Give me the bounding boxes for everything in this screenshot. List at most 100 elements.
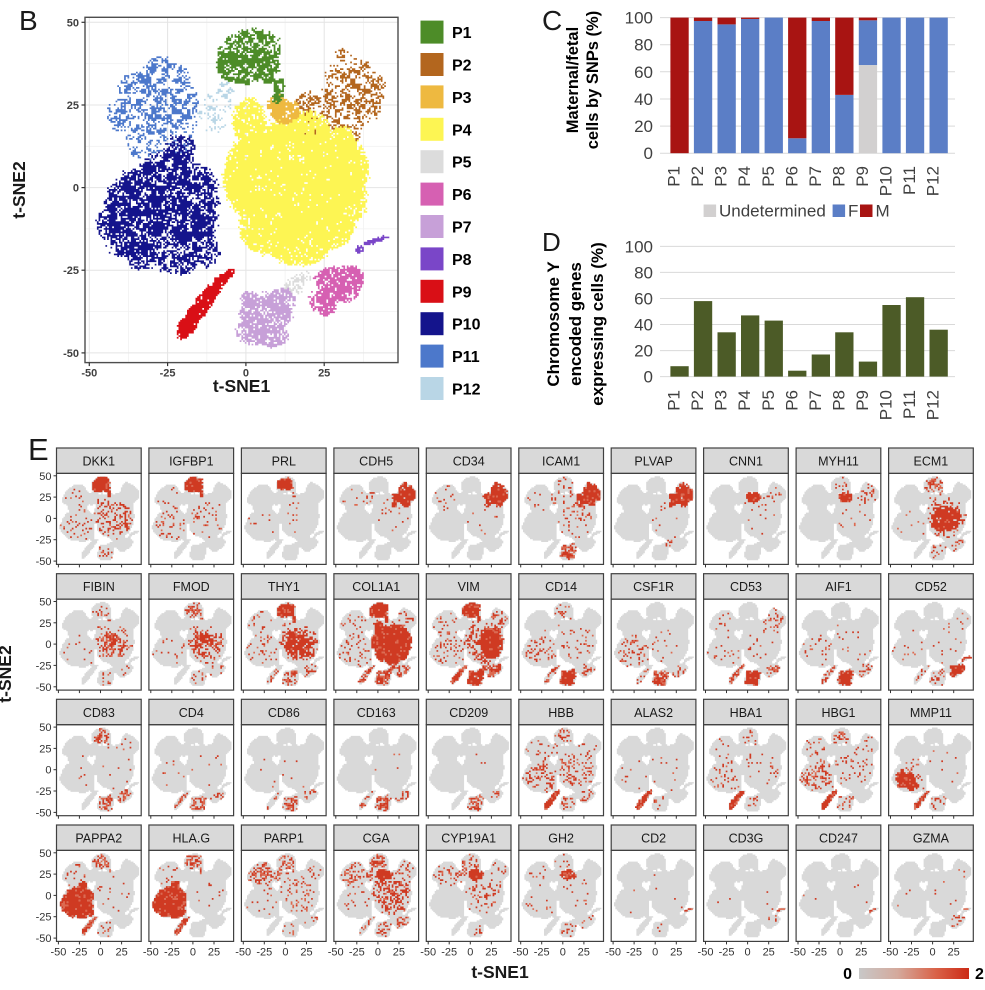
svg-text:P11: P11 bbox=[900, 390, 919, 419]
svg-text:25: 25 bbox=[318, 368, 330, 380]
svg-text:50: 50 bbox=[67, 17, 79, 29]
svg-text:0: 0 bbox=[843, 966, 852, 983]
svg-text:-25: -25 bbox=[349, 946, 365, 958]
svg-text:25: 25 bbox=[578, 946, 590, 958]
svg-text:CD163: CD163 bbox=[357, 706, 396, 720]
svg-text:25: 25 bbox=[485, 946, 497, 958]
svg-text:encoded genes: encoded genes bbox=[566, 262, 585, 386]
svg-text:20: 20 bbox=[634, 117, 653, 136]
svg-text:25: 25 bbox=[115, 946, 127, 958]
svg-text:0: 0 bbox=[45, 513, 51, 525]
svg-text:25: 25 bbox=[947, 946, 959, 958]
svg-text:-50: -50 bbox=[513, 946, 529, 958]
svg-text:0: 0 bbox=[45, 639, 51, 651]
svg-text:Chromosome Y: Chromosome Y bbox=[544, 261, 563, 387]
svg-text:-50: -50 bbox=[36, 807, 52, 819]
svg-text:P11: P11 bbox=[900, 166, 919, 195]
svg-text:80: 80 bbox=[634, 263, 653, 282]
svg-text:P10: P10 bbox=[877, 166, 896, 196]
svg-text:-25: -25 bbox=[164, 946, 180, 958]
svg-text:D: D bbox=[542, 227, 561, 257]
svg-text:CDH5: CDH5 bbox=[359, 455, 393, 469]
svg-text:PARP1: PARP1 bbox=[264, 832, 304, 846]
svg-text:HBA1: HBA1 bbox=[730, 706, 763, 720]
svg-text:ICAM1: ICAM1 bbox=[542, 455, 580, 469]
svg-text:CD247: CD247 bbox=[819, 832, 858, 846]
svg-text:-25: -25 bbox=[160, 368, 176, 380]
svg-text:CD53: CD53 bbox=[730, 580, 762, 594]
svg-text:P4: P4 bbox=[452, 122, 472, 139]
svg-text:M: M bbox=[876, 202, 890, 221]
svg-text:P11: P11 bbox=[452, 349, 480, 366]
svg-text:P1: P1 bbox=[665, 390, 684, 411]
svg-text:25: 25 bbox=[39, 743, 51, 755]
svg-text:t-SNE2: t-SNE2 bbox=[9, 161, 29, 219]
svg-text:0: 0 bbox=[467, 946, 473, 958]
svg-text:P1: P1 bbox=[452, 25, 472, 42]
svg-text:P3: P3 bbox=[712, 390, 731, 411]
svg-text:P2: P2 bbox=[452, 58, 472, 75]
svg-text:P2: P2 bbox=[688, 390, 707, 411]
svg-text:P7: P7 bbox=[806, 390, 825, 411]
svg-text:-25: -25 bbox=[36, 912, 52, 924]
svg-text:50: 50 bbox=[39, 471, 51, 483]
svg-text:-50: -50 bbox=[36, 556, 52, 568]
svg-text:-50: -50 bbox=[698, 946, 714, 958]
svg-text:-25: -25 bbox=[441, 946, 457, 958]
svg-text:0: 0 bbox=[282, 946, 288, 958]
svg-text:0: 0 bbox=[560, 946, 566, 958]
svg-text:P6: P6 bbox=[782, 166, 801, 187]
svg-text:P2: P2 bbox=[688, 166, 707, 187]
svg-text:-50: -50 bbox=[790, 946, 806, 958]
svg-text:P9: P9 bbox=[452, 284, 472, 301]
svg-text:-25: -25 bbox=[71, 946, 87, 958]
svg-text:Maternal/fetal: Maternal/fetal bbox=[564, 27, 582, 133]
svg-text:50: 50 bbox=[39, 597, 51, 609]
svg-text:AIF1: AIF1 bbox=[825, 580, 851, 594]
svg-text:P9: P9 bbox=[853, 390, 872, 411]
svg-text:ECM1: ECM1 bbox=[914, 455, 949, 469]
svg-text:DKK1: DKK1 bbox=[82, 455, 115, 469]
svg-text:P12: P12 bbox=[452, 382, 481, 399]
svg-text:t-SNE1: t-SNE1 bbox=[213, 376, 271, 396]
svg-text:PAPPA2: PAPPA2 bbox=[75, 832, 122, 846]
svg-text:0: 0 bbox=[45, 890, 51, 902]
svg-text:CD4: CD4 bbox=[179, 706, 204, 720]
svg-text:-50: -50 bbox=[420, 946, 436, 958]
svg-text:60: 60 bbox=[634, 63, 653, 82]
svg-text:FMOD: FMOD bbox=[173, 580, 210, 594]
svg-text:P1: P1 bbox=[665, 166, 684, 187]
svg-text:IGFBP1: IGFBP1 bbox=[169, 455, 214, 469]
svg-text:50: 50 bbox=[39, 848, 51, 860]
svg-text:-50: -50 bbox=[81, 368, 97, 380]
svg-text:-25: -25 bbox=[36, 535, 52, 547]
svg-text:P12: P12 bbox=[924, 390, 943, 420]
svg-text:t-SNE1: t-SNE1 bbox=[471, 962, 529, 982]
svg-text:0: 0 bbox=[745, 946, 751, 958]
svg-text:-50: -50 bbox=[143, 946, 159, 958]
svg-text:0: 0 bbox=[190, 946, 196, 958]
svg-text:P10: P10 bbox=[452, 317, 481, 334]
svg-text:40: 40 bbox=[634, 316, 653, 335]
svg-text:25: 25 bbox=[39, 869, 51, 881]
svg-text:CD83: CD83 bbox=[83, 706, 115, 720]
svg-text:CD34: CD34 bbox=[453, 455, 485, 469]
svg-text:PLVAP: PLVAP bbox=[634, 455, 672, 469]
svg-text:-50: -50 bbox=[605, 946, 621, 958]
svg-text:0: 0 bbox=[243, 368, 249, 380]
svg-text:0: 0 bbox=[45, 765, 51, 777]
svg-text:t-SNE2: t-SNE2 bbox=[0, 645, 15, 703]
svg-text:CNN1: CNN1 bbox=[729, 455, 763, 469]
svg-text:P12: P12 bbox=[924, 166, 943, 196]
svg-text:-50: -50 bbox=[36, 933, 52, 945]
svg-text:25: 25 bbox=[39, 492, 51, 504]
svg-text:expressing cells (%): expressing cells (%) bbox=[588, 242, 607, 405]
svg-text:2: 2 bbox=[975, 966, 984, 983]
svg-text:P6: P6 bbox=[782, 390, 801, 411]
svg-text:CD86: CD86 bbox=[268, 706, 300, 720]
svg-text:HLA.G: HLA.G bbox=[173, 832, 211, 846]
svg-text:-25: -25 bbox=[811, 946, 827, 958]
svg-text:-50: -50 bbox=[882, 946, 898, 958]
svg-text:E: E bbox=[28, 432, 49, 467]
svg-text:0: 0 bbox=[73, 183, 79, 195]
